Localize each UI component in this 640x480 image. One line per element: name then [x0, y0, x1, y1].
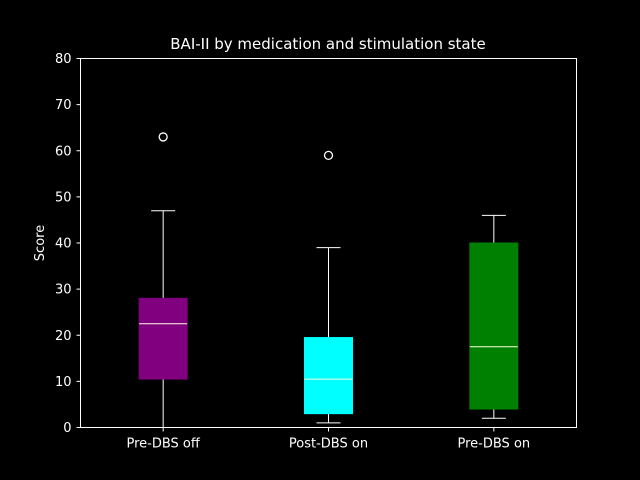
- x-tick-label: Post-DBS on: [289, 437, 368, 452]
- outlier-point: [323, 150, 334, 161]
- y-tick-label: 10: [55, 375, 72, 390]
- x-tick-label: Pre-DBS on: [458, 437, 531, 452]
- outlier-point: [158, 132, 168, 142]
- y-tick-label: 60: [55, 144, 72, 159]
- y-tick-label: 80: [55, 52, 72, 67]
- chart-title: BAI-II by medication and stimulation sta…: [170, 35, 485, 53]
- y-tick-label: 20: [55, 329, 72, 344]
- y-tick-label: 70: [55, 98, 72, 113]
- box-1: [138, 297, 188, 380]
- box-3: [469, 242, 519, 410]
- axes-frame: [80, 58, 577, 428]
- y-tick-label: 50: [55, 190, 72, 205]
- y-tick-label: 0: [63, 421, 71, 436]
- x-tick-label: Pre-DBS off: [126, 437, 200, 452]
- y-tick-label: 40: [55, 237, 72, 252]
- y-tick-label: 30: [55, 283, 72, 298]
- plot-area: 0 10 20 30 40 50 60 70 80 Pre-DBS off Post-DBS on P…: [55, 52, 530, 452]
- y-axis-label: Score: [33, 225, 48, 261]
- box-2: [304, 337, 353, 415]
